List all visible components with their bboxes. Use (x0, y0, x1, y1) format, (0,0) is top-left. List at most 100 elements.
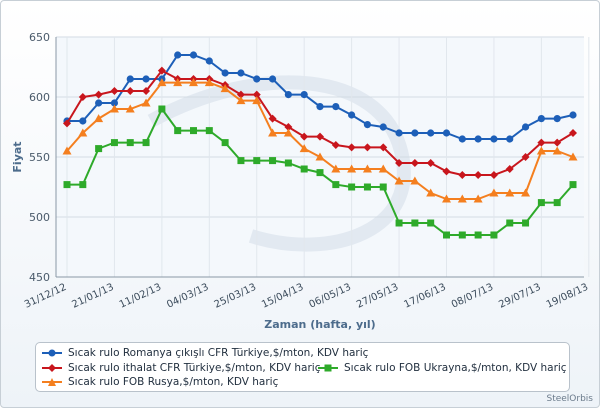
data-point-ukrayna (79, 181, 87, 189)
y-tick-label: 500 (29, 211, 50, 224)
data-point-romanya (348, 111, 356, 119)
data-point-ithalat (347, 143, 356, 152)
data-point-rusya (394, 176, 404, 185)
chart-legend: Sıcak rulo Romanya çıkışlı CFR Türkiye,$… (35, 342, 570, 392)
data-point-rusya (378, 164, 388, 173)
legend-label-ukrayna: Sıcak rulo FOB Ukrayna,$/mton, KDV hariç (344, 362, 567, 374)
x-tick-label: 19/08/13 (545, 282, 590, 311)
data-point-rusya (521, 188, 531, 197)
data-point-romanya (427, 129, 435, 137)
data-point-romanya (363, 121, 372, 129)
data-point-rusya (442, 194, 451, 203)
data-point-ithalat (363, 143, 372, 152)
data-point-ukrayna (63, 181, 71, 189)
data-point-rusya (331, 164, 341, 173)
data-point-ukrayna (300, 165, 308, 173)
data-point-rusya (426, 188, 436, 197)
data-point-rusya (457, 194, 467, 203)
data-point-ukrayna (110, 139, 118, 147)
data-point-ukrayna (158, 105, 166, 113)
source-credit: SteelOrbis (546, 394, 593, 404)
y-axis-title: Fiyat (11, 141, 24, 172)
legend-item-ithalat[interactable]: Sıcak rulo ithalat CFR Türkiye,$/mton, K… (42, 362, 320, 374)
data-point-romanya (332, 103, 340, 111)
data-point-ithalat (284, 123, 293, 131)
data-point-rusya (220, 84, 230, 93)
data-point-ithalat (78, 93, 87, 101)
data-point-ithalat (489, 171, 498, 179)
data-point-ithalat (268, 114, 277, 123)
data-point-romanya (506, 135, 514, 143)
data-point-ithalat (569, 129, 577, 137)
data-point-rusya (204, 78, 214, 87)
data-point-ukrayna (205, 127, 213, 135)
legend-item-romanya[interactable]: Sıcak rulo Romanya çıkışlı CFR Türkiye,$… (42, 347, 368, 359)
data-point-ukrayna (332, 181, 340, 189)
data-point-ithalat (442, 167, 451, 176)
data-point-ukrayna (221, 139, 229, 147)
data-point-rusya (315, 152, 325, 161)
data-point-ithalat (379, 143, 388, 152)
data-point-ukrayna (126, 139, 134, 147)
y-tick-label: 450 (29, 271, 50, 284)
data-point-ukrayna (522, 219, 530, 227)
data-point-ithalat (110, 87, 119, 95)
data-point-rusya (347, 164, 357, 173)
x-tick-label: 04/03/13 (165, 282, 210, 311)
legend-marker-romanya (42, 349, 62, 357)
data-point-ukrayna (553, 199, 561, 207)
data-point-ithalat (521, 153, 530, 161)
data-point-rusya (252, 96, 262, 105)
y-tick-label: 650 (29, 31, 50, 44)
data-point-romanya (300, 91, 308, 99)
data-point-ukrayna (395, 219, 403, 227)
data-point-ukrayna (506, 219, 514, 227)
data-point-ukrayna (237, 157, 245, 165)
y-tick-label: 600 (29, 91, 50, 104)
data-point-ukrayna (411, 219, 419, 227)
data-point-rusya (299, 144, 309, 153)
data-point-rusya (109, 104, 119, 113)
x-tick-label: 08/07/13 (450, 282, 495, 311)
x-tick-label: 27/05/13 (355, 282, 400, 311)
data-point-romanya (537, 115, 545, 123)
legend-marker-rusya (42, 378, 62, 386)
x-tick-label: 11/02/13 (118, 282, 163, 311)
data-point-ukrayna (458, 231, 466, 239)
data-point-romanya (521, 123, 530, 131)
data-point-ukrayna (316, 169, 324, 177)
data-point-romanya (474, 135, 482, 143)
data-point-romanya (142, 75, 150, 83)
legend-item-rusya[interactable]: Sıcak rulo FOB Rusya,$/mton, KDV hariç (42, 376, 278, 388)
data-point-ukrayna (174, 127, 182, 135)
data-point-romanya (553, 115, 561, 123)
data-point-ukrayna (190, 127, 197, 135)
data-point-ithalat (395, 159, 404, 167)
x-tick-label: 15/04/13 (260, 282, 305, 311)
data-point-rusya (489, 188, 499, 197)
data-point-rusya (78, 128, 88, 137)
data-point-rusya (94, 114, 104, 123)
data-point-rusya (505, 188, 515, 197)
legend-item-ukrayna[interactable]: Sıcak rulo FOB Ukrayna,$/mton, KDV hariç (318, 362, 567, 374)
data-point-ithalat (316, 132, 324, 141)
data-point-ithalat (474, 171, 483, 179)
data-point-rusya (157, 78, 167, 87)
data-point-rusya (189, 78, 198, 87)
data-point-romanya (253, 75, 261, 83)
data-point-rusya (173, 78, 183, 87)
legend-marker-ithalat (42, 364, 62, 372)
data-point-ukrayna (379, 183, 387, 191)
data-point-rusya (410, 176, 420, 185)
data-point-romanya (110, 99, 119, 107)
data-point-rusya (268, 128, 278, 137)
data-point-ukrayna (269, 157, 277, 165)
data-point-romanya (126, 75, 134, 83)
x-tick-label: 31/12/12 (23, 282, 68, 311)
data-point-ithalat (63, 119, 71, 128)
data-point-ithalat (458, 171, 467, 179)
data-point-romanya (490, 135, 498, 143)
data-point-romanya (95, 99, 103, 107)
